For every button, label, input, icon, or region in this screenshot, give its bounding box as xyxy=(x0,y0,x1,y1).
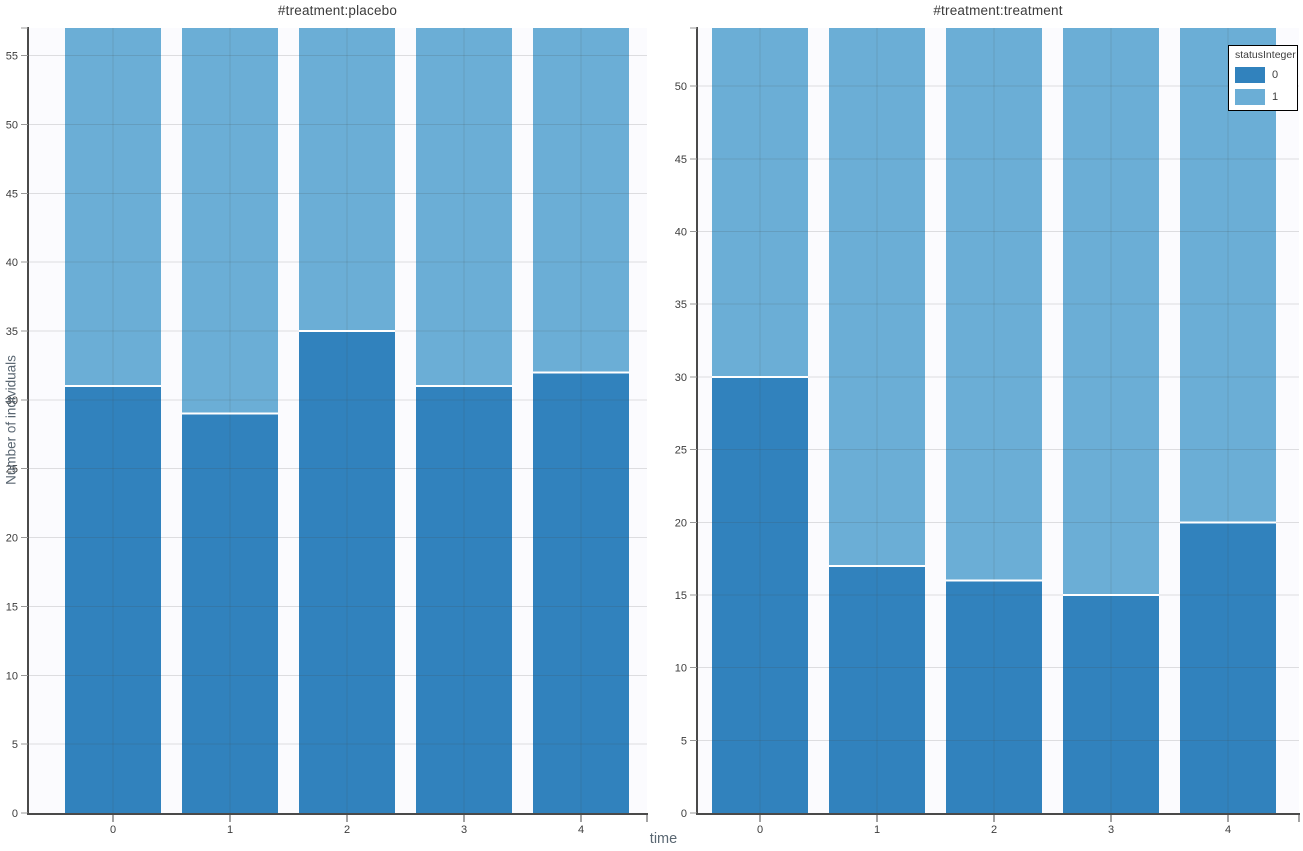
y-tick-label: 20 xyxy=(6,533,18,545)
bar-segment-status-1 xyxy=(533,28,629,373)
x-axis-title: time xyxy=(649,831,678,847)
x-tick-label: 3 xyxy=(461,824,467,836)
bar-segment-status-1 xyxy=(65,28,161,387)
bar-segment-status-0 xyxy=(182,413,278,813)
y-tick-label: 40 xyxy=(675,227,687,239)
y-tick-label: 15 xyxy=(6,601,18,613)
facet-title-placebo: #treatment:placebo xyxy=(277,3,398,18)
y-tick-label: 20 xyxy=(675,517,687,529)
y-tick-label: 55 xyxy=(6,51,18,63)
y-tick-label: 45 xyxy=(675,154,687,166)
y-tick-label: 5 xyxy=(681,735,687,747)
bar-segment-status-0 xyxy=(946,580,1042,813)
bar-segment-status-1 xyxy=(712,28,808,377)
bar-segment-status-0 xyxy=(416,386,512,813)
bar-segment-status-1 xyxy=(299,28,395,331)
x-tick-label: 4 xyxy=(578,824,584,836)
y-tick-label: 0 xyxy=(12,808,18,820)
y-tick-label: 10 xyxy=(675,663,687,675)
y-tick-label: 50 xyxy=(675,81,687,93)
y-tick-label: 35 xyxy=(675,299,687,311)
bar-segment-status-1 xyxy=(182,28,278,414)
legend-title: statusInteger xyxy=(1235,49,1296,61)
bar-segment-status-1 xyxy=(416,28,512,387)
legend-swatch-status-0-icon xyxy=(1235,67,1265,83)
bar-segment-status-1 xyxy=(829,28,925,566)
y-tick-label: 10 xyxy=(6,670,18,682)
x-tick-label: 4 xyxy=(1225,824,1231,836)
y-tick-label: 30 xyxy=(675,372,687,384)
legend-label-status-0: 0 xyxy=(1272,69,1279,81)
bar-segment-status-0 xyxy=(533,372,629,813)
y-tick-label: 0 xyxy=(681,808,687,820)
x-tick-label: 2 xyxy=(344,824,350,836)
bar-segment-status-0 xyxy=(1063,594,1159,813)
y-tick-label: 35 xyxy=(6,326,18,338)
y-tick-label: 30 xyxy=(6,395,18,407)
bar-segment-status-0 xyxy=(65,386,161,813)
bar-segment-status-1 xyxy=(946,28,1042,581)
legend-label-status-1: 1 xyxy=(1272,91,1279,103)
y-tick-label: 25 xyxy=(675,445,687,457)
x-tick-label: 3 xyxy=(1108,824,1114,836)
bar-segment-status-0 xyxy=(829,565,925,813)
y-tick-label: 50 xyxy=(6,119,18,131)
bar-segment-status-1 xyxy=(1063,28,1159,595)
bar-segment-status-0 xyxy=(299,330,395,813)
x-tick-label: 2 xyxy=(991,824,997,836)
legend-swatch-status-1-icon xyxy=(1235,89,1265,105)
legend-item-status-1: 1 xyxy=(1235,89,1297,105)
bar-segment-status-0 xyxy=(712,376,808,813)
x-tick-label: 1 xyxy=(227,824,233,836)
y-tick-label: 15 xyxy=(675,590,687,602)
legend-item-status-0: 0 xyxy=(1235,67,1297,83)
bar-segment-status-0 xyxy=(1180,522,1276,813)
y-tick-label: 25 xyxy=(6,464,18,476)
facet-panel-0: 0 5 10 15 20 25 30 35 40 45 50 55 0 1 2 3 4 xyxy=(6,27,648,836)
y-axis-title: Number of individuals xyxy=(3,355,19,485)
facet-title-treatment: #treatment:treatment xyxy=(933,3,1063,18)
y-tick-label: 45 xyxy=(6,188,18,200)
y-tick-label: 5 xyxy=(12,739,18,751)
x-tick-label: 0 xyxy=(110,824,116,836)
x-tick-label: 1 xyxy=(874,824,880,836)
legend: statusInteger 0 1 xyxy=(1228,45,1298,111)
x-tick-label: 0 xyxy=(757,824,763,836)
y-tick-label: 40 xyxy=(6,257,18,269)
